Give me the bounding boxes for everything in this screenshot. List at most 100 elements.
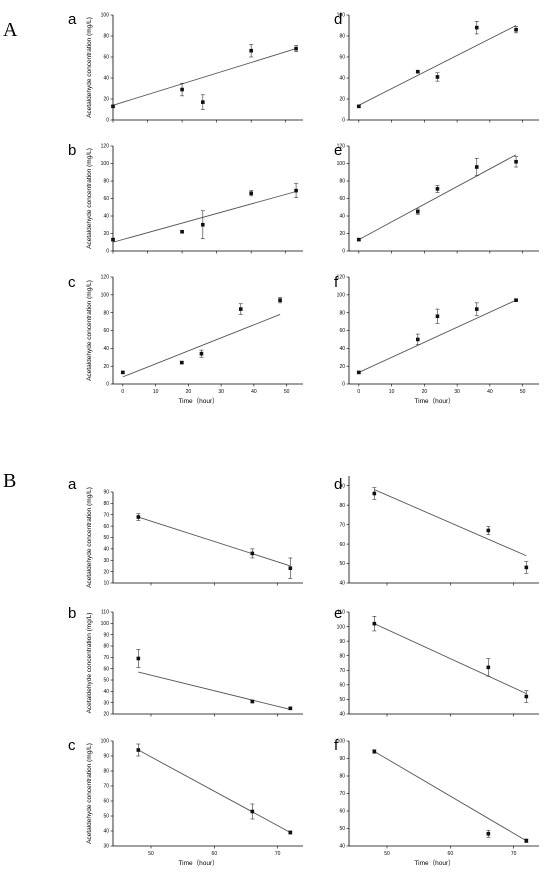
x-tick-label: 30 xyxy=(454,389,460,395)
x-axis-title: Time（hour） xyxy=(414,859,454,867)
y-tick-label: 50 xyxy=(339,697,345,703)
data-point xyxy=(250,809,255,814)
y-tick-label: 20 xyxy=(339,364,345,370)
fit-line xyxy=(138,516,291,567)
y-tick-label: 100 xyxy=(101,739,110,745)
fit-line xyxy=(112,191,297,243)
y-tick-label: 80 xyxy=(339,503,345,509)
data-point xyxy=(372,621,377,626)
x-tick-label: 50 xyxy=(520,389,526,395)
data-point xyxy=(288,566,293,571)
chart-b-a: a 10 20 30 40 50 60 70 80 90 Acetaldehyde concentr… xyxy=(68,476,303,588)
y-axis-title: Acetaldehyde concentration (mg/L) xyxy=(86,280,93,381)
x-tick-label: 70 xyxy=(275,851,281,857)
group-label-a: A xyxy=(3,19,18,41)
panel-label: b xyxy=(68,142,76,159)
y-tick-label: 90 xyxy=(103,754,109,760)
y-tick-label: 40 xyxy=(339,712,345,718)
y-tick-label: 40 xyxy=(103,214,109,220)
chart-b-c: c 30 40 50 60 70 80 90 100 50 60 70 Acetaldehyde con… xyxy=(68,737,303,867)
data-point xyxy=(486,831,491,836)
data-point xyxy=(201,222,205,227)
y-tick-label: 20 xyxy=(339,97,345,103)
chart-b-d: d 40 50 60 70 80 90 xyxy=(334,476,539,587)
y-axis-title: Acetaldehyde concentration (mg/L) xyxy=(86,17,93,118)
data-point xyxy=(136,656,141,661)
y-tick-label: 10 xyxy=(103,581,109,587)
y-tick-label: 60 xyxy=(339,809,345,815)
y-tick-label: 100 xyxy=(337,739,346,745)
y-tick-label: 70 xyxy=(103,512,109,518)
data-point xyxy=(435,75,440,79)
x-tick-label: 40 xyxy=(251,389,257,395)
data-point xyxy=(238,307,243,311)
chart-b-b: b 20 30 40 50 60 70 80 90 100 110 Acetaldehyde conc… xyxy=(68,605,303,718)
y-tick-label: 0 xyxy=(106,382,109,388)
x-axis-title: Time（hour） xyxy=(178,397,218,405)
data-point xyxy=(514,27,518,32)
y-tick-label: 100 xyxy=(101,293,110,299)
data-point xyxy=(415,209,420,214)
x-tick-label: 10 xyxy=(389,389,395,395)
y-tick-label: 20 xyxy=(339,231,345,237)
y-tick-label: 0 xyxy=(106,118,109,124)
y-tick-label: 0 xyxy=(342,118,345,124)
data-point xyxy=(249,48,253,53)
data-point xyxy=(179,360,184,365)
x-tick-label: 0 xyxy=(121,389,124,395)
y-tick-label: 90 xyxy=(339,756,345,762)
x-tick-label: 20 xyxy=(186,389,192,395)
chart-a-c: c 0 20 40 60 80 100 120 0 10 20 30 40 50 Acetaldehyde … xyxy=(68,274,303,405)
y-tick-label: 60 xyxy=(103,328,109,334)
x-tick-label: 0 xyxy=(357,389,360,395)
data-point xyxy=(111,104,115,109)
y-axis-title: Acetaldehyde concentration (mg/L) xyxy=(86,148,93,249)
panel-label: d xyxy=(334,476,342,493)
data-point xyxy=(435,187,440,191)
y-tick-label: 70 xyxy=(339,522,345,528)
y-tick-label: 110 xyxy=(337,610,345,616)
data-point xyxy=(249,191,253,196)
data-point xyxy=(415,337,420,342)
x-tick-label: 50 xyxy=(148,851,154,857)
fit-line xyxy=(358,154,517,241)
y-tick-label: 80 xyxy=(103,769,109,775)
y-tick-label: 20 xyxy=(103,569,109,575)
y-tick-label: 90 xyxy=(103,490,109,496)
fit-line xyxy=(112,48,297,106)
y-tick-label: 110 xyxy=(101,610,109,616)
x-tick-label: 40 xyxy=(487,389,493,395)
data-point xyxy=(474,25,479,30)
x-tick-label: 20 xyxy=(422,389,428,395)
data-point xyxy=(474,307,479,311)
y-tick-label: 60 xyxy=(103,799,109,805)
y-tick-label: 50 xyxy=(103,535,109,541)
data-point xyxy=(250,699,255,704)
x-tick-label: 50 xyxy=(384,851,390,857)
y-tick-label: 50 xyxy=(103,678,109,684)
y-tick-label: 70 xyxy=(103,784,109,790)
panel-label: c xyxy=(68,274,76,291)
data-point xyxy=(415,69,420,74)
y-tick-label: 20 xyxy=(103,231,109,237)
y-tick-label: 80 xyxy=(103,644,109,650)
y-tick-label: 40 xyxy=(339,844,345,850)
y-tick-label: 20 xyxy=(103,97,109,103)
data-point xyxy=(136,748,141,752)
panel-label: f xyxy=(334,274,339,291)
y-tick-label: 40 xyxy=(103,346,109,352)
y-axis-title: Acetaldehyde concentration (mg/L) xyxy=(86,613,93,714)
data-point xyxy=(524,565,529,570)
data-point xyxy=(514,298,518,302)
y-tick-label: 40 xyxy=(339,76,345,82)
y-tick-label: 60 xyxy=(339,196,345,202)
y-tick-label: 100 xyxy=(101,13,110,19)
data-point xyxy=(474,165,479,169)
data-point xyxy=(486,528,491,533)
x-tick-label: 70 xyxy=(511,851,517,857)
data-point xyxy=(372,749,377,754)
y-tick-label: 120 xyxy=(337,144,346,150)
y-tick-label: 50 xyxy=(103,814,109,820)
data-point xyxy=(357,104,361,109)
group-label-b: B xyxy=(3,470,16,492)
